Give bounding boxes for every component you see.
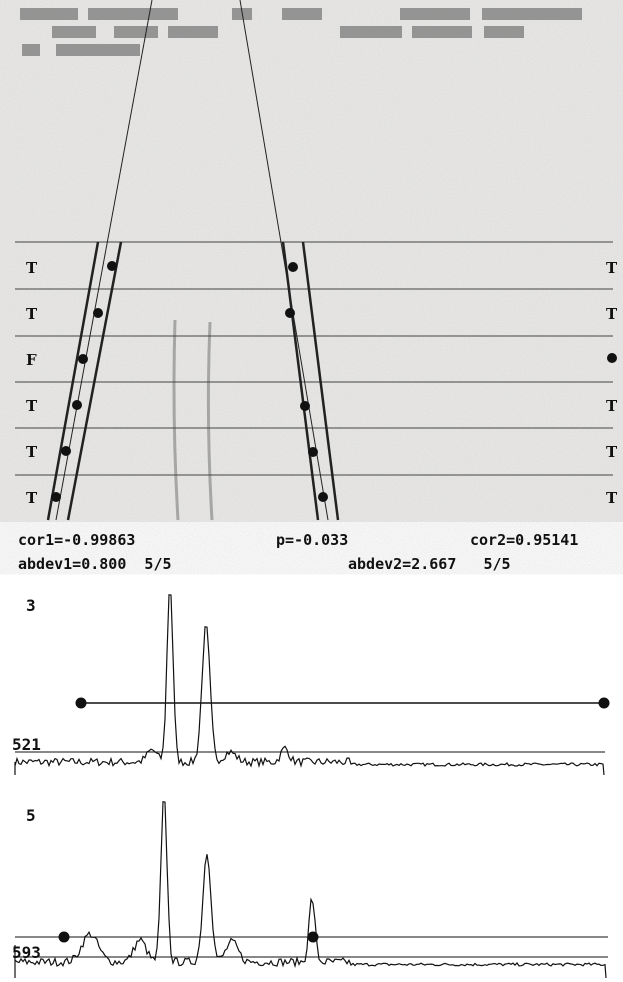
header-noise [20, 8, 582, 56]
stat-cor2: cor2=0.95141 [470, 531, 578, 549]
profile-baseline: 521 [12, 735, 41, 754]
row-label: T [26, 305, 38, 323]
stat-cor1: cor1=-0.99863 [18, 531, 135, 549]
stat-p: p=-0.033 [276, 531, 348, 549]
row-label: F [26, 351, 37, 369]
gel-bands [172, 319, 214, 521]
row-result: T [606, 259, 618, 277]
row-label: T [26, 443, 38, 461]
row-result: T [606, 397, 618, 415]
profile-label: 3 [26, 596, 36, 615]
profile-label: 5 [26, 806, 36, 825]
row-result: T [606, 489, 618, 507]
stat-abdev1: abdev1=0.800 5/5 [18, 555, 172, 573]
row-label: T [26, 397, 38, 415]
profile-dots [58, 697, 610, 943]
row-lines [15, 241, 613, 476]
profile-trace [14, 800, 607, 979]
row-result: T [606, 305, 618, 323]
row-label: T [26, 489, 38, 507]
profile-trace [14, 594, 605, 776]
profile-baseline: 593 [12, 943, 41, 962]
row-result: T [606, 443, 618, 461]
stat-abdev2: abdev2=2.667 5/5 [348, 555, 511, 573]
lane-lines [46, 0, 340, 521]
profile-lines [15, 702, 608, 958]
row-label: T [26, 259, 38, 277]
lane-dots [51, 261, 617, 502]
